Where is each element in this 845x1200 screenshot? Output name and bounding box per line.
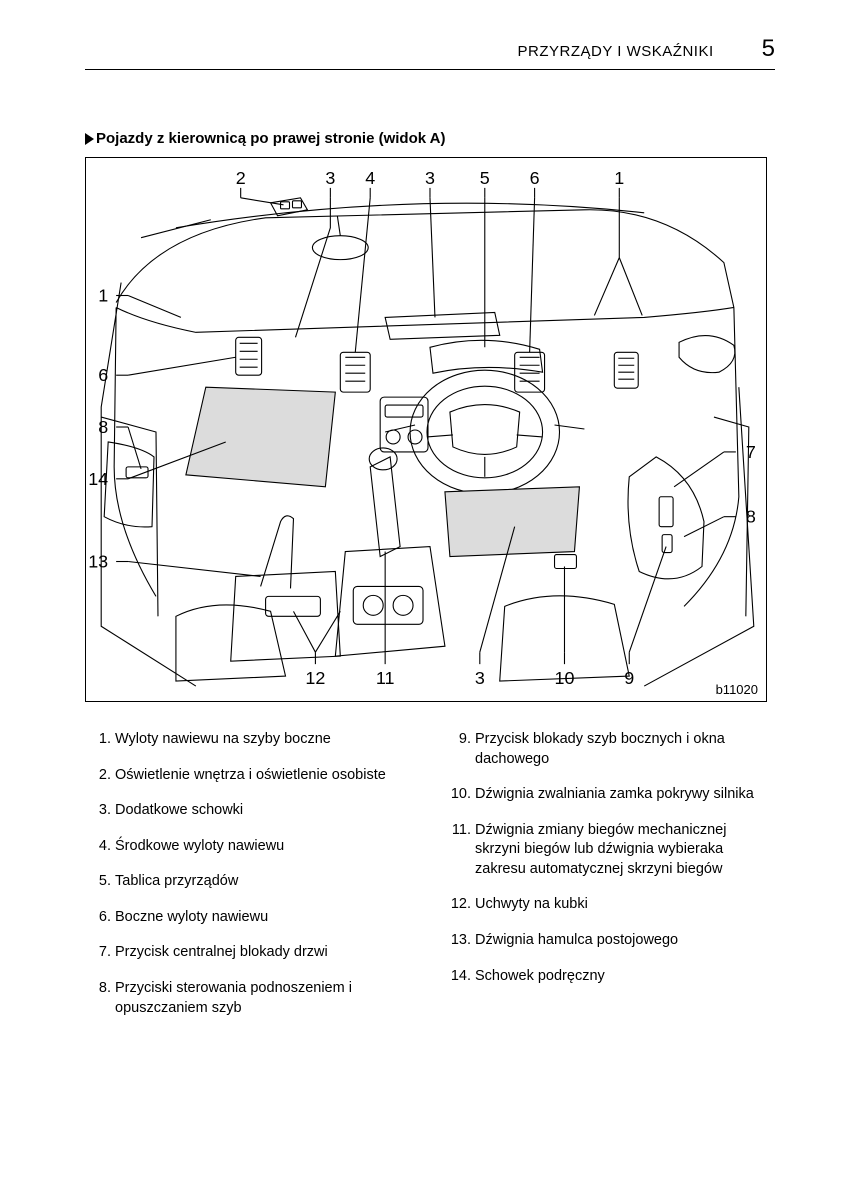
callout-number: 3 bbox=[475, 668, 485, 688]
callout-number: 9 bbox=[624, 668, 634, 688]
legend-item: 5.Tablica przyrządów bbox=[85, 872, 415, 892]
legend-item-text: Przycisk centralnej blokady drzwi bbox=[115, 943, 415, 963]
section-heading-text: Pojazdy z kierownicą po prawej stronie (… bbox=[96, 130, 446, 147]
callout-number: 13 bbox=[88, 551, 108, 571]
legend-item-text: Przyciski sterowania podnoszeniem i opus… bbox=[115, 979, 415, 1018]
legend-item-number: 6. bbox=[85, 908, 111, 928]
legend-item: 8.Przyciski sterowania podnoszeniem i op… bbox=[85, 979, 415, 1018]
legend-item-number: 12. bbox=[445, 895, 471, 915]
callout-number: 1 bbox=[614, 168, 624, 188]
legend-item-text: Przycisk blokady szyb bocznych i okna da… bbox=[475, 730, 775, 769]
legend: 1.Wyloty nawiewu na szyby boczne2.Oświet… bbox=[85, 730, 775, 1034]
callout-number: 3 bbox=[325, 168, 335, 188]
callout-number: 12 bbox=[305, 668, 325, 688]
legend-item-number: 5. bbox=[85, 872, 111, 892]
callout-number: 6 bbox=[530, 168, 540, 188]
page-number: 5 bbox=[762, 35, 775, 63]
legend-item: 2.Oświetlenie wnętrza i oświetlenie osob… bbox=[85, 766, 415, 786]
legend-item-text: Dźwignia hamulca postojowego bbox=[475, 931, 775, 951]
legend-item-number: 14. bbox=[445, 967, 471, 987]
page-header: PRZYRZĄDY I WSKAŹNIKI 5 bbox=[85, 35, 775, 70]
legend-item-text: Schowek podręczny bbox=[475, 967, 775, 987]
callout-number: 7 bbox=[746, 442, 756, 462]
legend-item: 12.Uchwyty na kubki bbox=[445, 895, 775, 915]
legend-item-number: 8. bbox=[85, 979, 111, 1018]
legend-item-number: 4. bbox=[85, 837, 111, 857]
callout-number: 1 bbox=[98, 285, 108, 305]
legend-item: 10.Dźwignia zwalniania zamka pokrywy sil… bbox=[445, 785, 775, 805]
dashboard-diagram: 234356116814137812113109 bbox=[86, 158, 766, 701]
legend-item: 1.Wyloty nawiewu na szyby boczne bbox=[85, 730, 415, 750]
callout-number: 10 bbox=[555, 668, 575, 688]
legend-item-number: 11. bbox=[445, 821, 471, 880]
callout-number: 8 bbox=[746, 507, 756, 527]
legend-item-text: Wyloty nawiewu na szyby boczne bbox=[115, 730, 415, 750]
callout-number: 8 bbox=[98, 417, 108, 437]
legend-item-text: Boczne wyloty nawiewu bbox=[115, 908, 415, 928]
diagram-code: b11020 bbox=[716, 682, 758, 697]
legend-item-number: 10. bbox=[445, 785, 471, 805]
legend-item-number: 3. bbox=[85, 801, 111, 821]
legend-item: 11.Dźwignia zmiany biegów mechanicznej s… bbox=[445, 821, 775, 880]
legend-item-text: Dodatkowe schowki bbox=[115, 801, 415, 821]
legend-item: 4.Środkowe wyloty nawiewu bbox=[85, 837, 415, 857]
legend-column-right: 9.Przycisk blokady szyb bocznych i okna … bbox=[445, 730, 775, 1034]
legend-item: 6.Boczne wyloty nawiewu bbox=[85, 908, 415, 928]
diagram-frame: 234356116814137812113109 b11020 bbox=[85, 157, 767, 702]
legend-item-text: Środkowe wyloty nawiewu bbox=[115, 837, 415, 857]
callout-number: 4 bbox=[365, 168, 375, 188]
legend-item: 14.Schowek podręczny bbox=[445, 967, 775, 987]
legend-item: 7.Przycisk centralnej blokady drzwi bbox=[85, 943, 415, 963]
section-heading: Pojazdy z kierownicą po prawej stronie (… bbox=[85, 130, 775, 147]
legend-column-left: 1.Wyloty nawiewu na szyby boczne2.Oświet… bbox=[85, 730, 415, 1034]
callout-number: 2 bbox=[236, 168, 246, 188]
legend-item-text: Oświetlenie wnętrza i oświetlenie osobis… bbox=[115, 766, 415, 786]
header-title: PRZYRZĄDY I WSKAŹNIKI bbox=[518, 43, 714, 60]
legend-item-text: Dźwignia zmiany biegów mechanicznej skrz… bbox=[475, 821, 775, 880]
legend-item-number: 9. bbox=[445, 730, 471, 769]
legend-item-text: Dźwignia zwalniania zamka pokrywy silnik… bbox=[475, 785, 775, 805]
legend-item-number: 13. bbox=[445, 931, 471, 951]
callout-number: 11 bbox=[376, 668, 395, 688]
legend-item-number: 2. bbox=[85, 766, 111, 786]
legend-item: 9.Przycisk blokady szyb bocznych i okna … bbox=[445, 730, 775, 769]
legend-item: 13.Dźwignia hamulca postojowego bbox=[445, 931, 775, 951]
legend-item-number: 1. bbox=[85, 730, 111, 750]
triangle-icon bbox=[85, 133, 94, 145]
callout-number: 3 bbox=[425, 168, 435, 188]
legend-item-number: 7. bbox=[85, 943, 111, 963]
legend-item-text: Tablica przyrządów bbox=[115, 872, 415, 892]
callout-number: 6 bbox=[98, 365, 108, 385]
legend-item: 3.Dodatkowe schowki bbox=[85, 801, 415, 821]
callout-number: 5 bbox=[480, 168, 490, 188]
callout-number: 14 bbox=[88, 469, 108, 489]
legend-item-text: Uchwyty na kubki bbox=[475, 895, 775, 915]
